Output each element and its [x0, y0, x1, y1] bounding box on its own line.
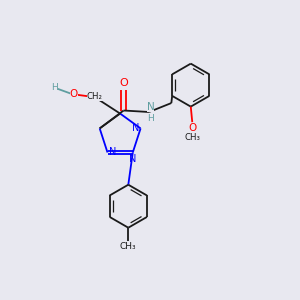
Text: O: O: [188, 123, 196, 133]
Text: O: O: [70, 88, 78, 99]
Text: H: H: [147, 114, 154, 123]
Text: CH₃: CH₃: [120, 242, 136, 251]
Text: CH₂: CH₂: [87, 92, 103, 101]
Text: CH₃: CH₃: [184, 133, 200, 142]
Text: O: O: [119, 78, 128, 88]
Text: N: N: [129, 154, 136, 164]
Text: N: N: [109, 148, 117, 158]
Text: H: H: [51, 83, 58, 92]
Text: N: N: [147, 102, 154, 112]
Text: N: N: [131, 123, 139, 134]
